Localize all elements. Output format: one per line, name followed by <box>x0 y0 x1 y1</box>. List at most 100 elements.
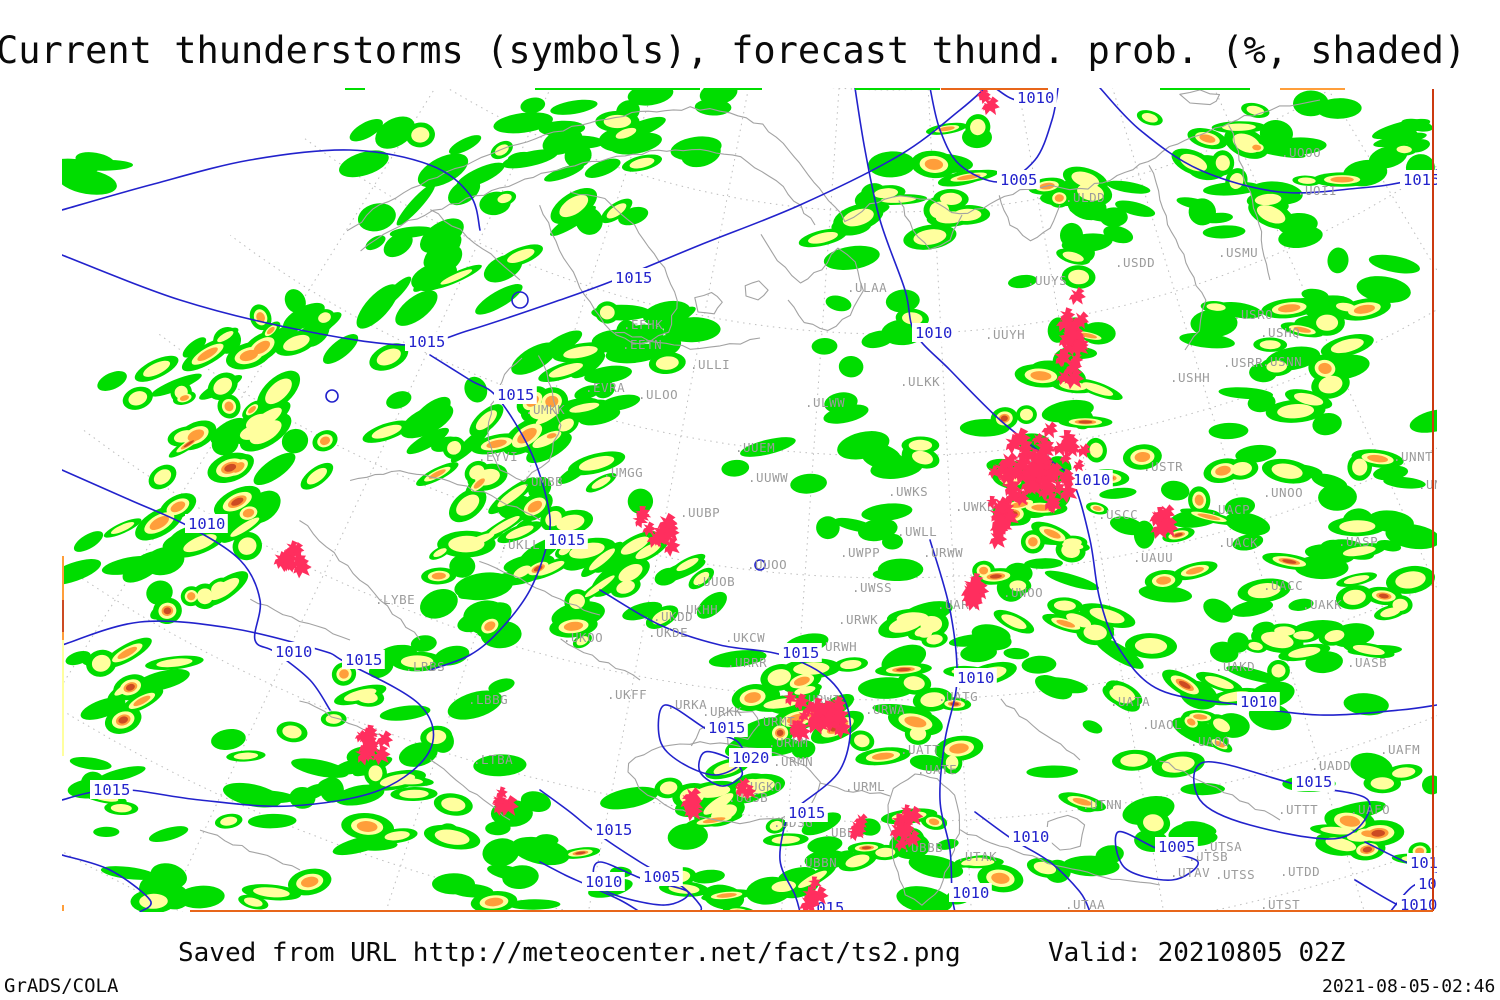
shaded-blob <box>1324 629 1345 643</box>
shaded-blob <box>804 849 849 870</box>
station-label: .UOII <box>1297 183 1337 198</box>
shaded-blob <box>913 229 947 246</box>
shaded-blob <box>456 494 480 516</box>
shaded-blob <box>541 330 583 357</box>
shaded-blob <box>526 432 572 464</box>
shaded-blob <box>1003 647 1030 660</box>
station-label: .UKDD <box>653 609 693 624</box>
shaded-blob <box>484 897 504 907</box>
shaded-blob <box>428 469 446 479</box>
shaded-blob <box>93 826 120 838</box>
shaded-blob <box>618 563 643 582</box>
shaded-blob <box>1106 180 1151 194</box>
shaded-blob <box>1259 340 1281 350</box>
station-label: .UACC <box>1263 578 1303 593</box>
isobar-label: 1010 <box>1400 896 1437 914</box>
shaded-blob <box>790 473 827 494</box>
shaded-blob <box>134 669 190 692</box>
isobar-line <box>62 88 986 346</box>
shaded-blob <box>563 621 584 631</box>
shaded-blob <box>1215 155 1230 171</box>
shaded-blob <box>1367 454 1389 463</box>
shaded-blob <box>133 695 151 707</box>
isobar-label: 1015 <box>497 386 534 404</box>
shaded-blob <box>904 716 927 728</box>
shaded-blob <box>398 742 438 767</box>
shaded-blob <box>1080 332 1097 339</box>
shaded-blob <box>550 99 598 115</box>
coastline <box>760 234 864 332</box>
shaded-blob <box>231 497 244 506</box>
shaded-blob <box>563 346 598 359</box>
grads-cola-credit: GrADS/COLA <box>4 975 119 997</box>
shaded-blob <box>1373 132 1427 148</box>
shaded-blob <box>1318 483 1357 511</box>
station-label: .UNNT <box>1393 449 1433 464</box>
graticule-parallel <box>830 88 950 91</box>
shaded-blob <box>1001 614 1027 630</box>
station-label: .URWK <box>838 612 878 627</box>
shaded-blob <box>578 455 615 471</box>
station-label: .LBBG <box>468 692 508 707</box>
station-label: .UATG <box>938 689 978 704</box>
station-label: .UOOO <box>1281 145 1321 160</box>
isobar-label: 1015 <box>782 644 819 662</box>
shaded-blob <box>920 692 946 707</box>
coastline <box>479 560 601 616</box>
thunderstorm-symbol <box>1067 285 1088 308</box>
shaded-blob <box>1343 575 1370 585</box>
shaded-blob <box>1247 583 1281 599</box>
shaded-blob <box>147 555 176 573</box>
shaded-blob <box>659 781 678 795</box>
shaded-blob <box>139 893 168 909</box>
coastline <box>694 291 723 315</box>
shaded-blob <box>1185 566 1204 575</box>
isobar-label-box <box>705 718 748 737</box>
isobar-label-box <box>1407 853 1437 872</box>
isobar-label-box <box>912 323 955 342</box>
shaded-blob <box>1368 254 1420 274</box>
shaded-blob <box>80 697 126 720</box>
shaded-blob <box>224 401 234 412</box>
shaded-blob <box>767 669 791 686</box>
shaded-blob <box>744 692 761 704</box>
station-label: .ULLI <box>690 357 730 372</box>
isobar-label-box <box>1009 827 1052 846</box>
isobar-label: 1010 <box>952 884 989 902</box>
shaded-blob <box>1271 463 1303 479</box>
shaded-blob <box>1271 664 1286 678</box>
shaded-blob <box>318 312 331 323</box>
shaded-blob <box>437 245 463 272</box>
station-label: .UUOO <box>747 557 787 572</box>
shaded-blob <box>1352 458 1368 476</box>
shaded-blob <box>873 188 899 199</box>
isobar-label: 1010 <box>1012 828 1049 846</box>
coastline-layer <box>199 89 1321 906</box>
shaded-blob <box>1343 693 1389 716</box>
station-label: .UAOL <box>1142 717 1182 732</box>
shaded-blob <box>914 624 937 637</box>
shaded-blob <box>1235 444 1277 463</box>
shaded-blob <box>1156 576 1172 585</box>
station-label: .UTAA <box>1065 897 1105 912</box>
shaded-blob <box>73 531 104 552</box>
station-label: .UAFM <box>1380 742 1420 757</box>
shaded-blob <box>384 831 410 841</box>
shaded-blob <box>1203 598 1233 623</box>
shaded-blob <box>183 440 195 448</box>
shaded-blob <box>520 97 546 114</box>
shaded-blob <box>1319 539 1356 564</box>
shaded-blob <box>658 306 696 329</box>
shaded-blob <box>1062 855 1120 877</box>
shaded-blob <box>1082 382 1114 396</box>
shaded-blob <box>1082 720 1103 734</box>
station-label: .UUYH <box>985 327 1025 342</box>
isobar-label: 1010 <box>585 873 622 891</box>
shaded-blob <box>151 373 202 397</box>
station-label: .UTAK <box>957 849 997 864</box>
shaded-blob <box>449 554 476 578</box>
shaded-blob <box>91 654 111 672</box>
shaded-blob <box>431 572 446 580</box>
shaded-blob <box>1044 570 1099 591</box>
isobar-label: 1015 <box>1410 854 1447 872</box>
